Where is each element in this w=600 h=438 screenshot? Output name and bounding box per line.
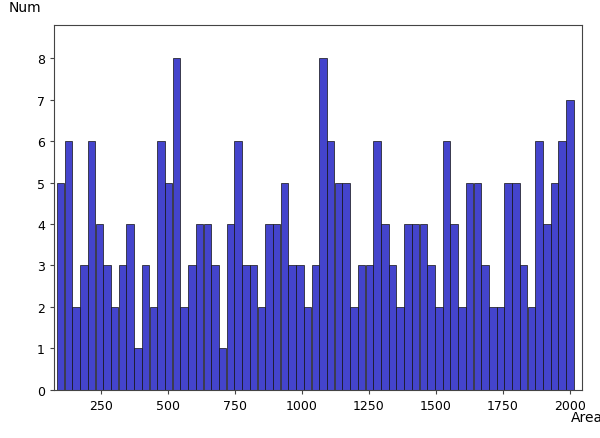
Bar xyxy=(127,225,134,390)
Bar xyxy=(481,266,489,390)
Bar xyxy=(497,307,504,390)
Bar xyxy=(566,101,574,390)
Bar xyxy=(365,266,373,390)
Y-axis label: Num: Num xyxy=(8,1,41,15)
Bar xyxy=(88,142,95,390)
Bar xyxy=(512,183,520,390)
Bar xyxy=(219,349,226,390)
Bar xyxy=(412,225,419,390)
Bar xyxy=(327,142,334,390)
Bar xyxy=(73,307,80,390)
Bar xyxy=(273,225,280,390)
Bar xyxy=(520,266,527,390)
Bar xyxy=(57,183,64,390)
Bar xyxy=(80,266,88,390)
Bar xyxy=(196,225,203,390)
Bar xyxy=(95,225,103,390)
Bar xyxy=(211,266,219,390)
Bar xyxy=(157,142,165,390)
Bar xyxy=(389,266,396,390)
Bar xyxy=(242,266,250,390)
Bar xyxy=(134,349,142,390)
Bar xyxy=(265,225,273,390)
Bar xyxy=(257,307,265,390)
Bar xyxy=(296,266,304,390)
Bar xyxy=(188,266,196,390)
Bar xyxy=(419,225,427,390)
Bar xyxy=(358,266,365,390)
Bar xyxy=(119,266,126,390)
Bar xyxy=(304,307,311,390)
Bar xyxy=(165,183,172,390)
Bar xyxy=(489,307,497,390)
Bar xyxy=(427,266,435,390)
Bar xyxy=(343,183,350,390)
Bar xyxy=(404,225,412,390)
Bar xyxy=(203,225,211,390)
Bar xyxy=(543,225,551,390)
Bar xyxy=(289,266,296,390)
Bar xyxy=(65,142,72,390)
X-axis label: Area/px²: Area/px² xyxy=(571,410,600,424)
Bar xyxy=(181,307,188,390)
Bar xyxy=(350,307,358,390)
Bar xyxy=(227,225,234,390)
Bar xyxy=(458,307,466,390)
Bar xyxy=(235,142,242,390)
Bar xyxy=(373,142,381,390)
Bar xyxy=(443,142,450,390)
Bar xyxy=(473,183,481,390)
Bar xyxy=(466,183,473,390)
Bar xyxy=(505,183,512,390)
Bar xyxy=(142,266,149,390)
Bar xyxy=(311,266,319,390)
Bar xyxy=(149,307,157,390)
Bar xyxy=(435,307,443,390)
Bar xyxy=(335,183,342,390)
Bar xyxy=(527,307,535,390)
Bar xyxy=(535,142,543,390)
Bar xyxy=(250,266,257,390)
Bar xyxy=(281,183,288,390)
Bar xyxy=(173,59,180,390)
Bar xyxy=(551,183,558,390)
Bar xyxy=(319,59,327,390)
Bar xyxy=(103,266,111,390)
Bar xyxy=(111,307,118,390)
Bar xyxy=(451,225,458,390)
Bar xyxy=(381,225,389,390)
Bar xyxy=(397,307,404,390)
Bar xyxy=(559,142,566,390)
